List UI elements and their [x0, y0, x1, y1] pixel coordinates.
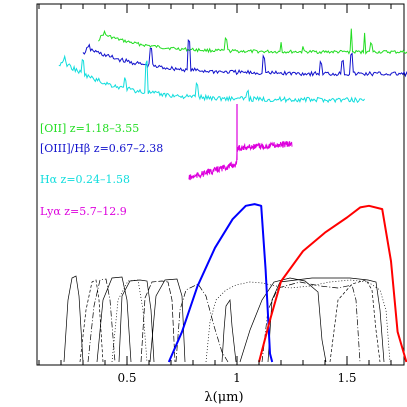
- x-tick-label: 1: [233, 371, 241, 385]
- filter-curve: [221, 298, 237, 363]
- label-oii: [OII] z=1.18–3.55: [40, 122, 139, 135]
- x-tick-label: 1.5: [337, 371, 356, 385]
- highlighted-filters: [167, 203, 407, 363]
- x-axis: 0.5 1 1.5: [38, 4, 392, 385]
- spectrum-oii: [98, 28, 407, 55]
- blue-filter: [167, 203, 274, 363]
- spectrum-halpha: [58, 54, 365, 104]
- filter-curve: [175, 283, 229, 363]
- label-halpha: Hα z=0.24–1.58: [40, 173, 130, 186]
- emission-line-spectra: [58, 28, 407, 181]
- filter-curve: [261, 281, 361, 363]
- label-lya: Lyα z=5.7–12.9: [40, 205, 127, 218]
- filter-curve: [205, 279, 391, 363]
- x-tick-label: 0.5: [117, 371, 136, 385]
- broadband-filter-curves: [63, 275, 391, 363]
- red-filter: [258, 204, 407, 363]
- filter-curve: [140, 280, 176, 363]
- spectrum-lya: [188, 141, 293, 181]
- legend-labels: [OII] z=1.18–3.55 [OIII]/Hβ z=0.67–2.38 …: [40, 122, 163, 218]
- filter-curve: [149, 278, 186, 363]
- filter-curve: [87, 278, 116, 363]
- filter-curve: [267, 277, 385, 363]
- filter-curve: [96, 276, 132, 363]
- label-oiii: [OIII]/Hβ z=0.67–2.38: [40, 142, 163, 155]
- filter-curve: [118, 279, 155, 363]
- filter-curve: [329, 279, 381, 363]
- filter-curve: [63, 275, 84, 363]
- spectrum-oiii: [82, 38, 407, 78]
- filter-curve: [239, 277, 327, 363]
- plot-frame: [36, 3, 405, 366]
- x-axis-label: λ(μm): [204, 390, 243, 405]
- filter-curve: [79, 279, 104, 363]
